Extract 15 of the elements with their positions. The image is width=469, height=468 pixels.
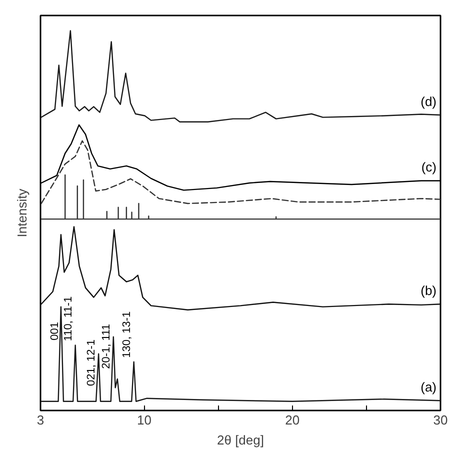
series-label: (d) xyxy=(420,94,436,110)
x-tick-label: 30 xyxy=(433,412,448,428)
annotation: 021, 12-1 xyxy=(86,340,98,386)
annotation: 110, 11-1 xyxy=(62,296,74,342)
annotation: 20-1, 111 xyxy=(100,324,112,369)
x-tick-label: 3 xyxy=(36,412,44,428)
series-label: (c) xyxy=(421,160,437,175)
series-label: (b) xyxy=(420,283,436,298)
annotation: 130, 13-1 xyxy=(120,311,133,358)
x-tick-label: 10 xyxy=(136,412,152,428)
y-axis-title: Intensity xyxy=(14,188,30,238)
x-tick-label: 20 xyxy=(285,412,300,428)
annotation: 001 xyxy=(48,322,61,340)
series-label: (a) xyxy=(420,380,436,395)
x-axis-title: 2θ [deg] xyxy=(217,432,264,448)
